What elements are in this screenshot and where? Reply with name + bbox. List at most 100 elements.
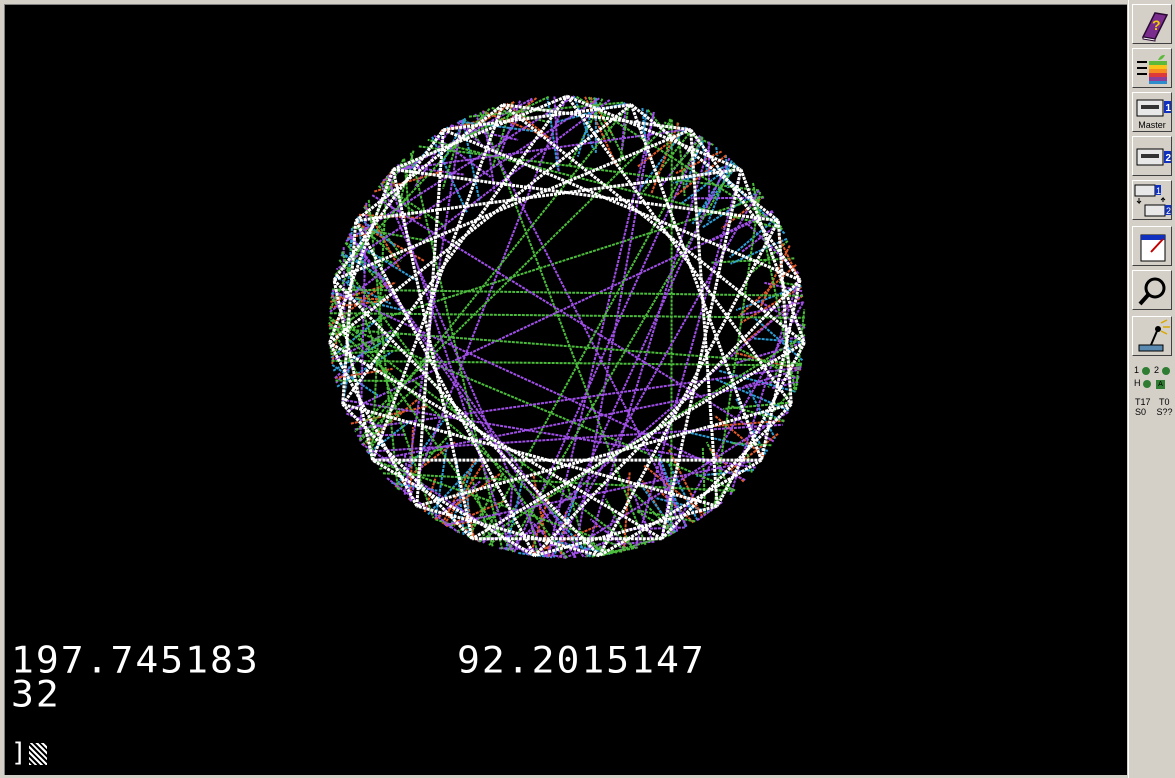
sector-left: S0 bbox=[1135, 407, 1147, 417]
art-line bbox=[386, 174, 513, 552]
art-line bbox=[382, 472, 735, 492]
drive2-led bbox=[1161, 366, 1170, 375]
art-line bbox=[694, 164, 738, 221]
art-line bbox=[488, 522, 516, 546]
fullscreen-button[interactable] bbox=[1132, 226, 1172, 266]
drive-status-leds: 1 2 H A bbox=[1132, 364, 1172, 392]
art-line bbox=[341, 403, 474, 540]
drive1-caption: Master bbox=[1138, 120, 1166, 130]
art-line bbox=[700, 136, 709, 175]
art-line bbox=[353, 366, 802, 431]
art-line bbox=[468, 101, 624, 118]
art-line bbox=[364, 204, 401, 270]
art-line bbox=[444, 457, 763, 527]
art-line bbox=[471, 341, 806, 540]
art-line bbox=[636, 479, 677, 533]
run-button[interactable] bbox=[1132, 48, 1172, 88]
art-line bbox=[367, 419, 412, 455]
art-line bbox=[372, 459, 631, 551]
art-line bbox=[446, 499, 506, 528]
art-line bbox=[391, 169, 474, 540]
sector-right: S?? bbox=[1156, 407, 1173, 417]
prompt-char: ] bbox=[11, 738, 27, 768]
hires-graphics-art bbox=[328, 94, 806, 559]
art-line bbox=[442, 128, 801, 282]
drive1-button[interactable]: 1 Master bbox=[1132, 92, 1172, 132]
readout-right: 92.2015147 bbox=[457, 639, 706, 681]
art-line bbox=[643, 464, 707, 516]
art-line bbox=[355, 167, 742, 223]
art-line bbox=[759, 245, 791, 307]
art-line bbox=[545, 157, 731, 558]
swap-drives-icon: 1 2 bbox=[1134, 184, 1171, 217]
art-line bbox=[348, 233, 577, 559]
debug-magnifier-icon bbox=[1138, 277, 1166, 306]
art-line bbox=[403, 119, 463, 496]
drive2-icon: 2 bbox=[1136, 148, 1172, 166]
art-line bbox=[767, 323, 806, 388]
run-apple-icon bbox=[1137, 54, 1167, 84]
art-line bbox=[626, 485, 676, 534]
debug-button[interactable] bbox=[1132, 270, 1172, 310]
art-line bbox=[477, 529, 545, 542]
art-line bbox=[735, 285, 802, 312]
art-line bbox=[731, 433, 779, 470]
art-line bbox=[418, 145, 760, 192]
art-line bbox=[675, 150, 723, 175]
art-line bbox=[534, 504, 718, 558]
art-line bbox=[328, 327, 803, 365]
art-line bbox=[618, 103, 630, 165]
art-line bbox=[715, 146, 719, 156]
art-line bbox=[654, 496, 711, 513]
svg-text:?: ? bbox=[1152, 17, 1161, 33]
art-line bbox=[341, 95, 569, 406]
art-line bbox=[332, 332, 398, 372]
art-line bbox=[763, 411, 785, 423]
art-line bbox=[598, 458, 763, 557]
art-line bbox=[342, 402, 718, 508]
swap-drives-button[interactable]: 1 2 bbox=[1132, 180, 1172, 220]
art-line bbox=[354, 220, 536, 557]
disk-stats: T17 T0 S0 S?? bbox=[1132, 397, 1174, 417]
art-line bbox=[701, 446, 707, 515]
art-line bbox=[392, 167, 779, 223]
art-line bbox=[573, 95, 595, 150]
art-line bbox=[367, 199, 399, 490]
art-line bbox=[604, 498, 634, 550]
art-line bbox=[335, 97, 600, 271]
art-line bbox=[332, 128, 445, 281]
track-right: T0 bbox=[1159, 397, 1170, 407]
art-line bbox=[409, 152, 504, 550]
art-line bbox=[458, 120, 534, 133]
settings-button[interactable] bbox=[1132, 316, 1172, 356]
led1-label: 1 bbox=[1134, 365, 1140, 375]
art-line bbox=[670, 119, 673, 535]
art-line bbox=[340, 398, 756, 469]
art-line bbox=[372, 375, 800, 462]
art-line bbox=[434, 442, 449, 520]
art-line bbox=[415, 129, 445, 507]
fullscreen-icon bbox=[1140, 234, 1166, 262]
drive2-button[interactable]: 2 bbox=[1132, 136, 1172, 176]
art-line bbox=[392, 94, 568, 171]
art-line bbox=[740, 301, 804, 316]
art-line bbox=[416, 402, 792, 508]
emulator-screen: 197.745183 92.2015147 32 ] bbox=[4, 4, 1127, 775]
art-line bbox=[584, 142, 712, 558]
art-line bbox=[668, 463, 699, 521]
art-line bbox=[407, 95, 568, 500]
art-line bbox=[391, 128, 690, 172]
art-line bbox=[565, 95, 793, 406]
art-line bbox=[332, 278, 601, 557]
svg-text:2: 2 bbox=[1166, 206, 1171, 216]
art-line bbox=[533, 278, 802, 557]
art-line bbox=[331, 359, 802, 367]
apple-ii-display[interactable]: 197.745183 92.2015147 32 ] bbox=[4, 4, 1127, 775]
art-line bbox=[443, 103, 632, 132]
art-line bbox=[718, 369, 796, 393]
art-line bbox=[501, 103, 806, 344]
help-button[interactable]: ? bbox=[1132, 4, 1172, 44]
art-line bbox=[403, 454, 412, 502]
harddisk-led bbox=[1143, 379, 1152, 388]
art-line bbox=[650, 122, 680, 195]
